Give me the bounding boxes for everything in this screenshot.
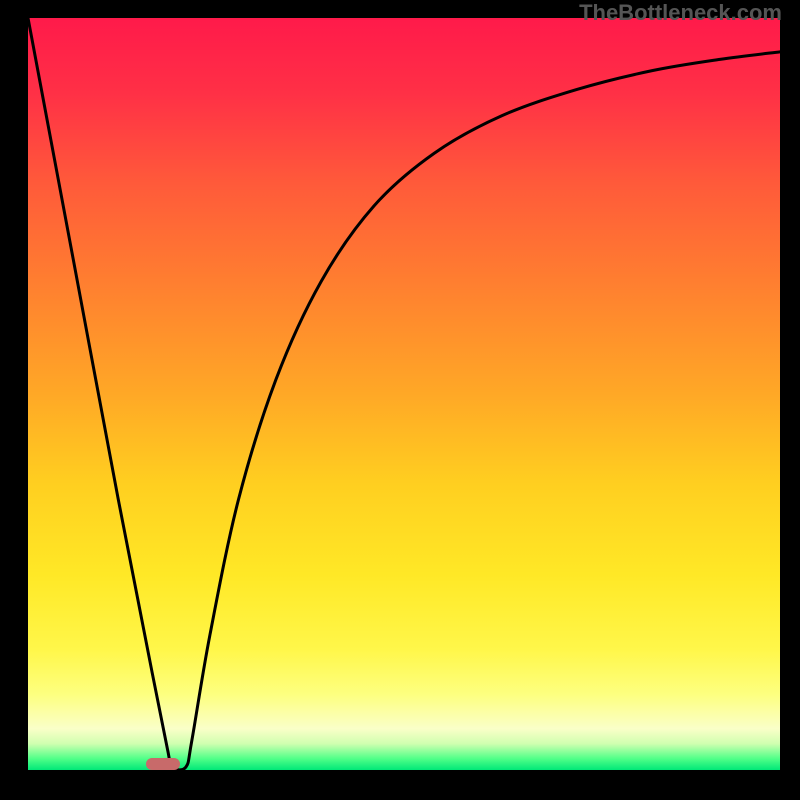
plot-area (28, 18, 780, 770)
bottom-marker (146, 758, 180, 770)
chart-container: TheBottleneck.com (0, 0, 800, 800)
watermark-text: TheBottleneck.com (579, 0, 782, 26)
bottleneck-curve (28, 18, 780, 770)
curve-svg (28, 18, 780, 770)
